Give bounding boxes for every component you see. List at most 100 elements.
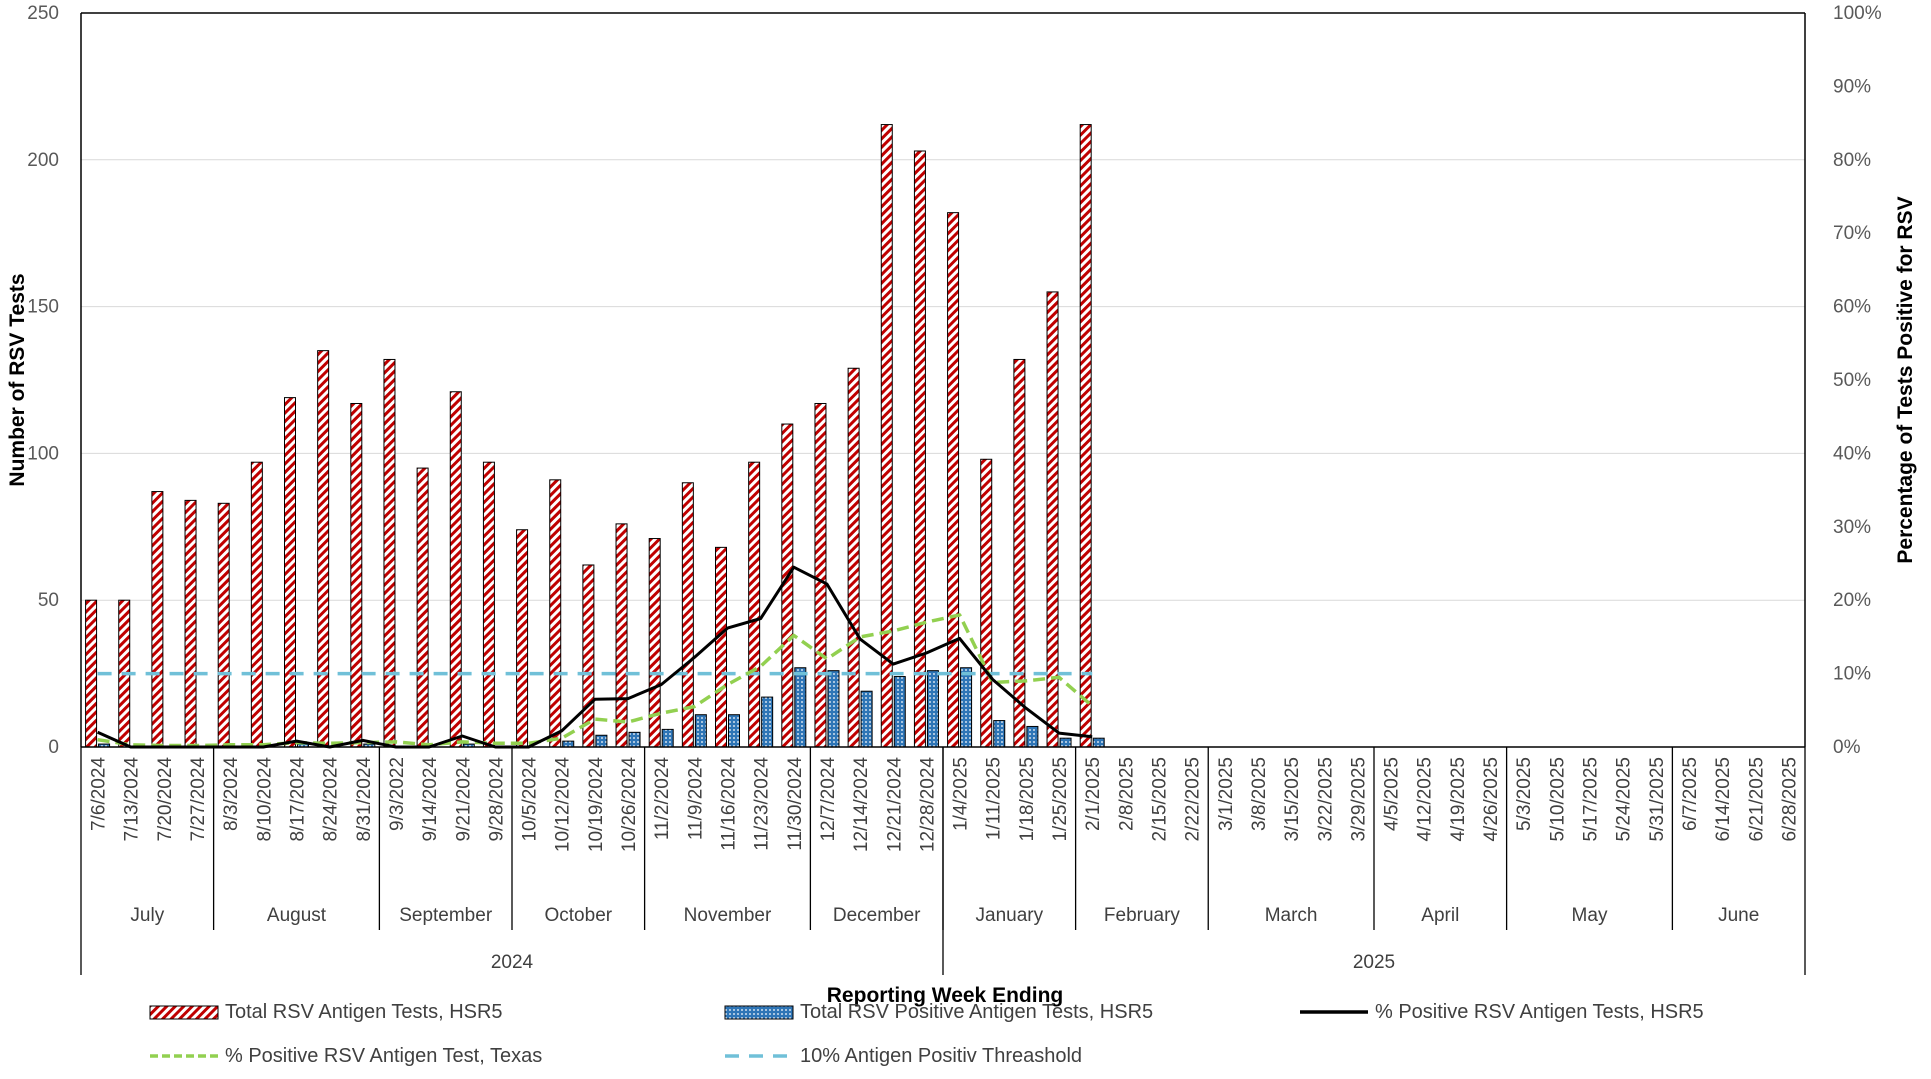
y2-tick-label: 100%	[1833, 3, 1882, 24]
x-tick-label: 11/2/2024	[652, 757, 673, 841]
bar-positive-tests	[761, 696, 774, 748]
x-tick-label: 1/11/2025	[984, 757, 1005, 840]
y-axis-title: Number of RSV Tests	[6, 273, 29, 486]
series-line	[97, 613, 1094, 748]
bar-total-tests	[847, 367, 860, 748]
bar-total-tests	[549, 479, 562, 748]
year-label: 2025	[1353, 952, 1395, 973]
tick-labels: 0 50 100 150 200 250 0% 10% 20% 30% 40% 50% 60% 70% 80…	[27, 3, 1881, 758]
x-tick-label: 6/7/2025	[1680, 757, 1701, 831]
x-tick-label: 11/9/2024	[685, 757, 706, 841]
month-label: October	[545, 905, 613, 926]
x-tick-label: 7/13/2024	[122, 757, 143, 842]
x-tick-label: 3/22/2025	[1315, 757, 1336, 842]
bar-positive-tests	[860, 690, 873, 748]
bar-total-tests	[383, 358, 396, 748]
month-label: September	[399, 905, 493, 926]
bar-total-tests	[715, 546, 727, 748]
bar-total-tests	[317, 350, 330, 748]
x-tick-label: 5/3/2025	[1514, 757, 1535, 831]
x-tick-label: 1/25/2025	[1050, 757, 1071, 842]
legend-label: Total RSV Positive Antigen Tests, HSR5	[800, 1001, 1153, 1023]
bar-total-tests	[184, 499, 197, 748]
x-tick-label: 6/28/2025	[1779, 757, 1800, 842]
x-tick-label: 12/21/2024	[884, 757, 905, 853]
bar-positive-tests	[1026, 725, 1039, 748]
plot-frame	[80, 12, 1806, 748]
legend-label: 10% Antigen Positiv Threashold	[800, 1045, 1082, 1067]
bar-total-tests	[284, 397, 296, 748]
x-tick-label: 3/8/2025	[1249, 757, 1270, 831]
bar-total-tests	[980, 458, 993, 748]
legend-label: % Positive RSV Antigen Test, Texas	[225, 1045, 542, 1067]
x-tick-label: 7/6/2024	[89, 757, 110, 831]
x-tick-label: 11/23/2024	[752, 757, 773, 851]
y2-axis-title: Percentage of Tests Positive for RSV	[1894, 196, 1917, 563]
y-tick-label: 100	[27, 443, 59, 464]
x-tick-label: 8/24/2024	[321, 757, 342, 842]
bar-total-tests	[350, 402, 363, 748]
x-tick-label: 4/12/2025	[1415, 757, 1436, 842]
x-tick-label: 4/19/2025	[1448, 757, 1469, 842]
bar-total-tests	[880, 124, 893, 748]
x-tick-label: 10/12/2024	[553, 757, 574, 853]
y2-tick-label: 40%	[1833, 443, 1871, 464]
x-tick-label: 1/18/2025	[1017, 757, 1038, 842]
bar-positive-tests	[628, 731, 641, 748]
bar-positive-tests	[661, 728, 674, 748]
x-tick-label: 2/8/2025	[1116, 757, 1137, 831]
y2-tick-label: 10%	[1833, 664, 1871, 685]
month-label: March	[1265, 905, 1318, 926]
bar-positive-tests	[595, 734, 608, 748]
x-tick-label: 11/16/2024	[719, 757, 740, 851]
bar-total-tests	[449, 391, 462, 748]
y-tick-label: 50	[38, 590, 59, 611]
bar-total-tests	[748, 461, 761, 748]
year-label: 2024	[491, 952, 534, 973]
x-tick-label: 7/20/2024	[155, 757, 176, 842]
bar-total-tests	[151, 491, 164, 748]
x-tick-label: 10/26/2024	[619, 757, 640, 853]
bar-positive-tests	[893, 676, 906, 748]
bar-total-tests	[1079, 124, 1092, 748]
x-tick-label: 4/26/2025	[1481, 757, 1502, 842]
bar-total-tests	[814, 402, 827, 748]
bars	[85, 124, 1105, 748]
bar-total-tests	[582, 564, 595, 748]
month-label: February	[1104, 905, 1181, 926]
bar-positive-tests	[960, 667, 973, 748]
bar-total-tests	[85, 599, 98, 748]
x-tick-label: 4/5/2025	[1382, 757, 1403, 831]
category-axis: 7/6/2024 7/13/2024 7/20/2024 7/27/2024 8/3/2…	[80, 747, 1806, 975]
x-tick-label: 8/10/2024	[254, 757, 275, 842]
x-tick-label: 10/19/2024	[586, 757, 607, 853]
x-tick-label: 8/17/2024	[288, 757, 309, 842]
bar-positive-tests	[993, 720, 1006, 748]
month-label: November	[684, 905, 772, 926]
month-label: July	[130, 905, 164, 926]
bar-positive-tests	[1092, 737, 1105, 748]
y2-tick-label: 20%	[1833, 590, 1871, 611]
bar-total-tests	[947, 212, 960, 748]
y-tick-label: 0	[48, 737, 59, 758]
x-tick-label: 5/10/2025	[1547, 757, 1568, 842]
month-label: August	[267, 905, 327, 926]
month-label: January	[976, 905, 1044, 926]
bar-positive-tests	[562, 740, 575, 748]
x-tick-label: 2/1/2025	[1083, 757, 1104, 831]
gridlines	[81, 159, 1805, 601]
x-tick-label: 3/29/2025	[1348, 757, 1369, 842]
x-tick-label: 8/31/2024	[354, 757, 375, 842]
x-tick-label: 10/5/2024	[520, 757, 541, 842]
x-tick-label: 12/14/2024	[851, 757, 872, 853]
y2-tick-label: 90%	[1833, 76, 1871, 97]
x-tick-label: 9/21/2024	[453, 757, 474, 842]
x-tick-label: 5/24/2025	[1614, 757, 1635, 842]
bar-total-tests	[416, 467, 429, 748]
x-tick-label: 12/7/2024	[818, 757, 839, 842]
x-tick-label: 5/31/2025	[1647, 757, 1668, 842]
x-tick-label: 5/17/2025	[1581, 757, 1602, 842]
legend-swatch	[149, 1005, 219, 1020]
bar-total-tests	[516, 529, 529, 748]
